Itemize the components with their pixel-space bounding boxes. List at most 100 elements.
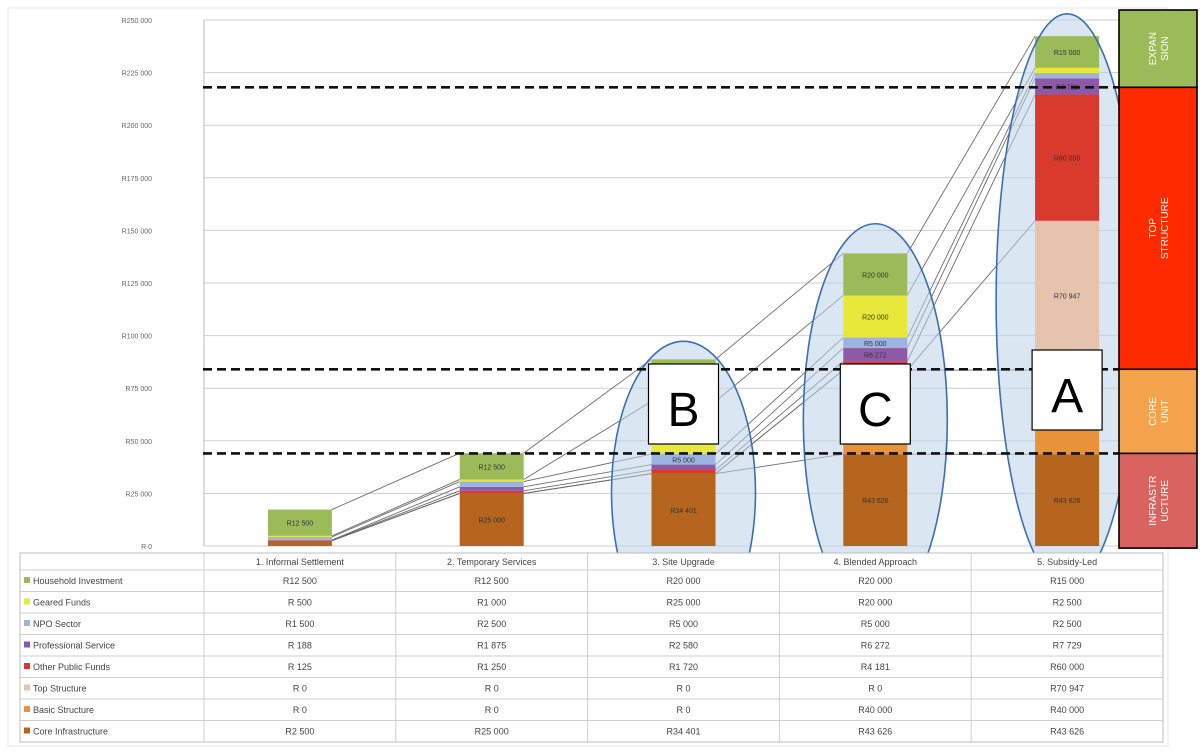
table-cell: R12 500	[475, 576, 509, 586]
side-band	[1118, 9, 1198, 89]
legend-swatch	[24, 577, 30, 583]
table-cell: R 0	[293, 705, 307, 715]
bar-segment	[651, 464, 716, 471]
legend-label: NPO Sector	[33, 619, 81, 629]
side-band	[1118, 86, 1198, 371]
legend-label: Professional Service	[33, 641, 115, 651]
bar-segment	[267, 540, 332, 546]
bar-segment	[267, 509, 332, 536]
table-cell: R60 000	[1050, 662, 1084, 672]
side-band-label: COREUNIT	[1148, 397, 1171, 426]
table-cell: R2 580	[669, 641, 698, 651]
y-tick-label: R150 000	[122, 228, 152, 235]
table-cell: R20 000	[666, 576, 700, 586]
bar-segment	[843, 337, 908, 349]
category-label: 1. Informal Settlement	[256, 557, 345, 567]
table-cell: R34 401	[666, 727, 700, 737]
category-label: 5. Subsidy-Led	[1037, 557, 1097, 567]
table-cell: R2 500	[285, 727, 314, 737]
annotation-letter: A	[1051, 370, 1083, 423]
table-cell: R40 000	[858, 705, 892, 715]
category-label: 3. Site Upgrade	[652, 557, 715, 567]
bar-segment	[1035, 73, 1100, 79]
category-label: 4. Blended Approach	[834, 557, 918, 567]
bar-segment	[459, 490, 524, 494]
table-cell: R2 500	[1053, 619, 1082, 629]
reference-lines	[203, 86, 1150, 455]
segment-value-label: R20 000	[862, 314, 889, 321]
table-cell: R25 000	[475, 727, 509, 737]
legend-swatch	[24, 620, 30, 626]
segment-value-label: R5 000	[864, 341, 887, 348]
connector-line	[715, 253, 844, 360]
bar-segment	[843, 295, 908, 338]
bar-segment	[267, 536, 332, 541]
segment-value-label: R7 729	[1056, 84, 1079, 91]
table-cell: R 0	[485, 684, 499, 694]
bar-segment	[459, 453, 524, 480]
y-axis: R 0 R25 000 R50 000 R75 000 R100 000 R125 000…	[122, 18, 205, 551]
y-tick-label: R25 000	[126, 491, 153, 498]
table-cell: R7 729	[1053, 641, 1082, 651]
legend-label: Geared Funds	[33, 598, 91, 608]
segment-value-label: R60 000	[1054, 156, 1081, 163]
bar-segment	[459, 479, 524, 482]
annotation-letter: B	[667, 384, 699, 437]
table-cell: R 188	[288, 641, 312, 651]
table-cell: R1 000	[477, 598, 506, 608]
segment-value-label: R34 401	[670, 508, 697, 515]
segment-value-label: R12 500	[287, 521, 314, 528]
side-band-label-line: UCTURE	[1160, 480, 1171, 522]
side-band-label-line: TOP	[1148, 218, 1159, 239]
side-band	[1118, 368, 1198, 455]
legend-swatch	[24, 706, 30, 712]
side-band-label-line: CORE	[1148, 397, 1159, 426]
connector-line	[331, 490, 460, 541]
connector-line	[331, 481, 460, 538]
table-cell: R 0	[485, 705, 499, 715]
segment-value-label: R25 000	[478, 518, 505, 525]
data-table: 1. Informal Settlement 2. Temporary Servi…	[19, 552, 1164, 743]
segment-value-label: R12 500	[478, 464, 505, 471]
table-cell: R20 000	[858, 576, 892, 586]
legend-swatch	[24, 684, 30, 691]
segment-value-label: R43 626	[1054, 498, 1081, 505]
legend-label: Household Investment	[33, 576, 123, 586]
segment-value-label: R15 000	[1054, 50, 1081, 57]
segment-value-label: R20 000	[862, 272, 889, 279]
table-border	[19, 552, 1164, 743]
y-tick-label: R 0	[141, 544, 152, 551]
legend-label: Basic Structure	[33, 705, 94, 715]
table-cell: R5 000	[861, 619, 890, 629]
legend-label: Other Public Funds	[33, 662, 111, 672]
bar-segment	[1035, 67, 1100, 74]
side-band-label-line: SION	[1160, 36, 1171, 60]
y-tick-label: R250 000	[122, 18, 152, 25]
table-cell: R 0	[868, 684, 882, 694]
bar-segment	[1035, 36, 1100, 68]
bar-segment	[1035, 220, 1100, 371]
table-cell: R4 181	[861, 662, 890, 672]
bar-segment	[459, 481, 524, 487]
connector-line	[523, 359, 652, 454]
table-cell: R43 626	[858, 727, 892, 737]
annotation-box	[839, 363, 911, 445]
bar-segment	[651, 470, 716, 474]
y-tick-label: R175 000	[122, 176, 152, 183]
side-band-label-line: EXPAN	[1148, 32, 1159, 65]
side-band-label-line: STRUCTURE	[1160, 197, 1171, 259]
side-band-label: TOPSTRUCTURE	[1148, 197, 1171, 259]
bar-segment	[843, 253, 908, 296]
bar-segment	[459, 486, 524, 491]
bar-segment	[1035, 94, 1100, 221]
table-cell: R15 000	[1050, 576, 1084, 586]
bar-segment	[651, 473, 716, 546]
segment-value-label: R70 947	[1054, 293, 1081, 300]
bar-segment	[843, 348, 908, 362]
annotation-box	[1031, 349, 1103, 431]
table-cell: R25 000	[666, 598, 700, 608]
y-tick-label: R200 000	[122, 123, 152, 130]
y-tick-label: R125 000	[122, 281, 152, 288]
table-cell: R43 626	[1050, 727, 1084, 737]
